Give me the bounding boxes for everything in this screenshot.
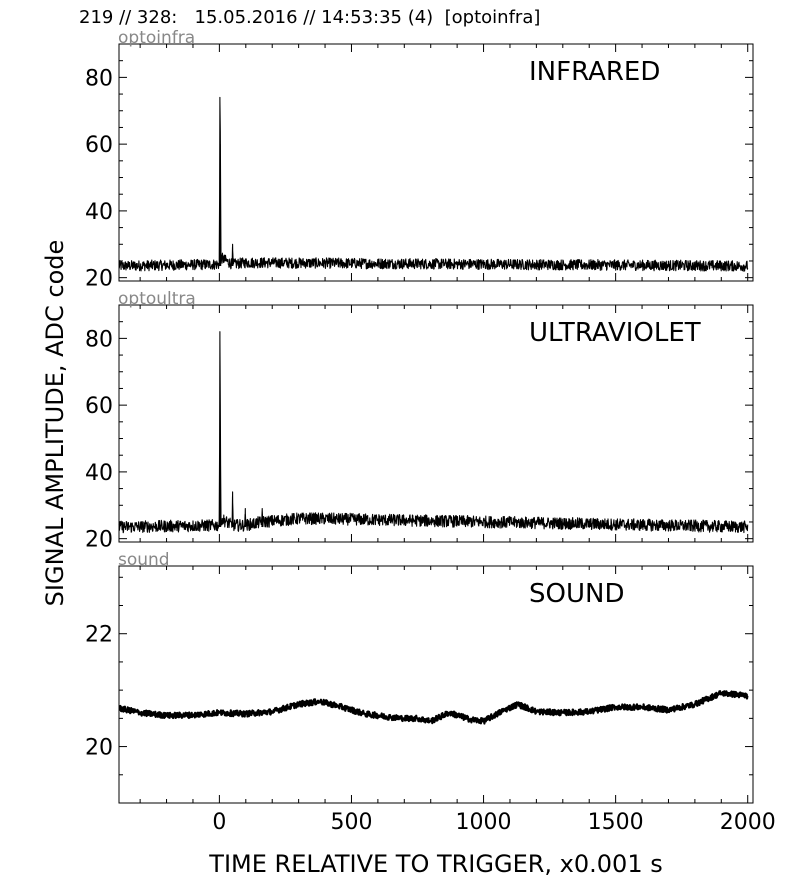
- xtick-label: 1500: [588, 810, 644, 835]
- channel-label-optoinfra: optoinfra: [118, 28, 195, 48]
- ytick-label: 22: [85, 623, 113, 648]
- trace-line-sound: [118, 690, 749, 725]
- ytick-label: 40: [85, 461, 113, 486]
- trace-line-optoinfra: [118, 96, 749, 272]
- ytick-label: 20: [85, 736, 113, 761]
- channel-label-optoultra: optoultra: [118, 289, 196, 309]
- channel-label-sound: sound: [118, 550, 170, 570]
- x-axis-label: TIME RELATIVE TO TRIGGER, x0.001 s: [208, 850, 662, 878]
- panel-frame-optoinfra: [118, 43, 754, 282]
- xtick-label: 1000: [456, 810, 512, 835]
- xtick-label: 0: [212, 810, 226, 835]
- ytick-label: 20: [85, 528, 113, 553]
- ytick-label: 20: [85, 267, 113, 292]
- panel-frame-sound: [118, 565, 754, 804]
- ytick-label: 60: [85, 133, 113, 158]
- trace-line-optoultra: [118, 331, 749, 534]
- panel-frame-optoultra: [118, 304, 754, 543]
- ytick-label: 80: [85, 66, 113, 91]
- ytick-label: 40: [85, 200, 113, 225]
- ytick-label: 60: [85, 394, 113, 419]
- xtick-label: 2000: [720, 810, 776, 835]
- panel-title-optoultra: ULTRAVIOLET: [529, 318, 701, 348]
- figure-header: 219 // 328: 15.05.2016 // 14:53:35 (4) […: [79, 7, 541, 28]
- panel-title-optoinfra: INFRARED: [529, 57, 660, 87]
- panel-title-sound: SOUND: [529, 579, 624, 609]
- xtick-label: 500: [330, 810, 372, 835]
- y-axis-label: SIGNAL AMPLITUDE, ADC code: [41, 240, 69, 607]
- ytick-label: 80: [85, 327, 113, 352]
